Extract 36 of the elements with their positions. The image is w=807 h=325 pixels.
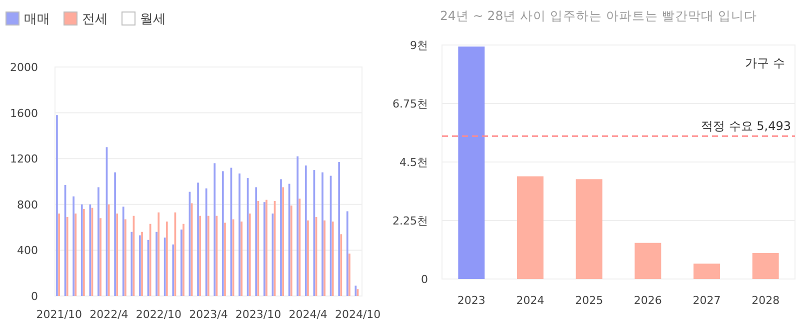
x-tick-label: 2023/10 (235, 308, 282, 321)
y-tick-label: 1600 (10, 106, 38, 120)
chart-title: 24년 ~ 28년 사이 입주하는 아파트는 빨간막대 입니다 (440, 8, 758, 23)
x-tick-label: 2028 (752, 294, 780, 307)
annotation: 가구 수 (745, 56, 785, 70)
bar (458, 46, 485, 279)
bar (752, 253, 779, 279)
x-tick-label: 2024/10 (335, 308, 381, 321)
y-tick-label: 800 (17, 198, 38, 212)
y-tick-label: 4.5천 (400, 156, 428, 169)
y-tick-label: 6.75천 (392, 98, 428, 110)
ref-line-label: 적정 수요 5,493 (701, 119, 791, 134)
x-tick-label: 2022/10 (136, 308, 182, 321)
legend-label: 전세 (82, 12, 108, 27)
x-tick-label: 2023/4 (189, 308, 228, 321)
x-tick-label: 2023 (457, 294, 486, 307)
x-tick-label: 2021/10 (36, 308, 82, 321)
x-tick-label: 2022/4 (90, 308, 128, 321)
y-tick-label: 2000 (10, 61, 38, 74)
bar (517, 176, 544, 279)
x-tick-label: 2024/4 (288, 308, 328, 321)
x-tick-label: 2027 (692, 294, 721, 307)
y-tick-label: 2.25천 (392, 214, 428, 228)
x-tick-label: 2025 (575, 294, 604, 307)
y-tick-label: 9천 (410, 39, 428, 52)
y-tick-label: 0 (31, 290, 38, 303)
legend-label: 월세 (140, 12, 166, 27)
legend-label: 매매 (24, 12, 50, 27)
y-tick-label: 0 (421, 273, 428, 286)
y-tick-label: 400 (17, 244, 38, 258)
bar (634, 242, 662, 279)
x-tick-label: 2026 (634, 294, 662, 307)
x-tick-label: 2024 (516, 294, 544, 307)
y-tick-label: 1200 (10, 152, 38, 166)
bar (576, 179, 602, 279)
bar (694, 264, 720, 279)
